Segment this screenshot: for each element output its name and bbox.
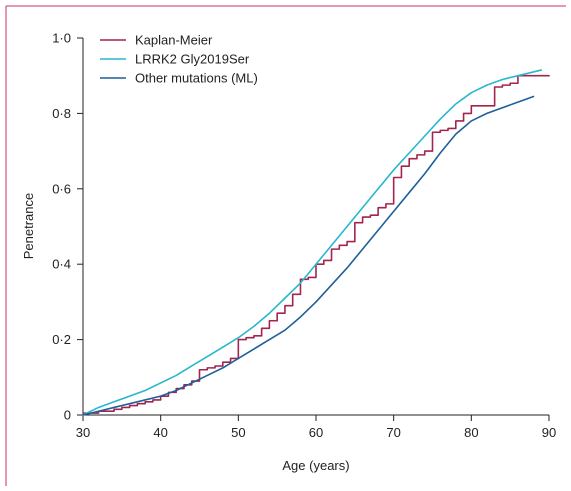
x-tick-label: 90 — [542, 425, 556, 440]
y-tick-label: 0·8 — [52, 106, 71, 121]
y-tick-label: 0 — [64, 408, 71, 423]
series-layer — [82, 69, 550, 416]
x-tick-label: 60 — [309, 425, 323, 440]
x-tick-label: 50 — [231, 425, 245, 440]
x-ticks: 30 40 50 60 70 80 90 — [76, 415, 556, 440]
legend-label-other-mutations-ml: Other mutations (ML) — [135, 71, 258, 86]
axes — [82, 38, 549, 416]
figure-frame — [5, 5, 566, 486]
series-line-other-mutations-ml — [82, 95, 535, 416]
series-line-lrrk2-gly2019ser — [82, 69, 543, 416]
y-ticks: 0 0·2 0·4 0·6 0·8 1·0 — [52, 31, 83, 423]
y-tick-label: 1·0 — [52, 31, 71, 46]
x-tick-label: 80 — [464, 425, 478, 440]
y-tick-label: 0·6 — [52, 181, 71, 196]
legend: Kaplan-Meier LRRK2 Gly2019Ser Other mutati… — [100, 33, 258, 86]
y-axis-title: Penetrance — [21, 193, 36, 260]
y-tick-label: 0·2 — [52, 332, 71, 347]
legend-label-lrrk2-gly2019ser: LRRK2 Gly2019Ser — [135, 52, 250, 67]
x-tick-label: 30 — [76, 425, 90, 440]
series-line-kaplan-meier — [82, 74, 550, 414]
x-tick-label: 40 — [153, 425, 167, 440]
legend-label-kaplan-meier: Kaplan-Meier — [135, 33, 213, 48]
y-tick-label: 0·4 — [52, 257, 71, 272]
x-axis-title: Age (years) — [282, 458, 349, 473]
x-tick-label: 70 — [386, 425, 400, 440]
